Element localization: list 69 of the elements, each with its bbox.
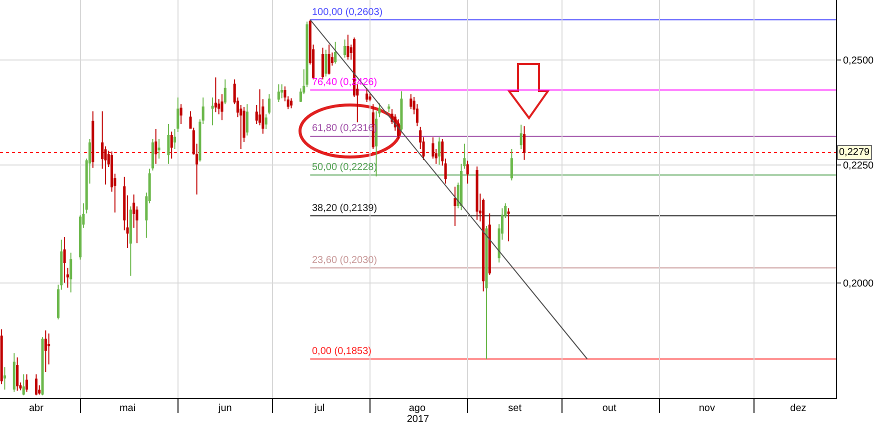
candlestick	[454, 186, 456, 227]
y-tick-label: 0,2000	[843, 278, 874, 290]
candlestick	[324, 49, 328, 78]
x-tick-label: jul	[314, 403, 325, 414]
candlestick	[154, 128, 158, 164]
y-tick-label: 0,2250	[843, 160, 874, 172]
candlestick	[346, 34, 350, 60]
candlestick	[12, 352, 16, 392]
candlestick	[476, 166, 478, 220]
candlestick	[0, 328, 3, 385]
candlestick	[388, 104, 390, 113]
candlestick	[170, 131, 173, 160]
candlestick	[523, 126, 526, 160]
candlestick	[246, 104, 248, 136]
candlestick	[173, 128, 176, 150]
candlestick	[400, 90, 403, 132]
candlestick	[158, 138, 160, 160]
candlestick	[34, 374, 38, 396]
x-tick-label: abr	[28, 403, 44, 414]
candlestick	[507, 208, 510, 242]
candlestick	[268, 94, 270, 115]
candlestick	[264, 114, 268, 130]
x-tick-label: dez	[790, 403, 806, 414]
candlestick	[70, 252, 72, 293]
candlestick	[3, 366, 6, 390]
candlestick	[22, 374, 25, 396]
x-tick-label: out	[602, 403, 616, 414]
candlestick	[510, 148, 513, 181]
candlestick	[277, 84, 280, 103]
candlestick	[321, 47, 324, 80]
ref-line-label: 0,00 (0,1853)	[312, 346, 372, 357]
candlestick	[334, 41, 337, 64]
candlestick	[344, 39, 346, 58]
candlestick	[176, 96, 180, 133]
candlestick	[290, 98, 293, 109]
candlestick	[328, 44, 330, 76]
x-tick-label: jun	[217, 403, 232, 414]
candlestick	[92, 110, 94, 168]
x-tick-label: mai	[119, 403, 136, 414]
candlestick	[151, 138, 154, 172]
candlestick	[44, 330, 47, 373]
candlestick	[485, 226, 488, 360]
candlestick	[368, 92, 372, 102]
candlestick	[466, 160, 469, 184]
y-tick-label: 0,2500	[843, 56, 874, 67]
ref-line-label: 100,00 (0,2603)	[312, 7, 383, 18]
ref-line-label: 0,2279	[839, 147, 870, 158]
candlestick	[180, 104, 182, 124]
candlestick	[224, 78, 226, 105]
x-tick-label: set	[508, 403, 522, 414]
candlestick	[520, 124, 522, 150]
candlestick	[410, 94, 412, 110]
ref-line-label: 23,60 (0,2030)	[312, 255, 378, 266]
candlestick	[366, 88, 368, 103]
candlestick	[214, 76, 217, 113]
x-tick-label: nov	[698, 403, 715, 414]
candlestick	[488, 212, 491, 276]
ref-line-label: 38,20 (0,2139)	[312, 203, 378, 214]
candlestick	[438, 136, 441, 166]
candlestick	[220, 94, 224, 121]
candlestick	[129, 206, 132, 276]
candlestick	[211, 96, 214, 126]
x-axis-title: 2017	[406, 414, 430, 425]
candlestick	[25, 374, 28, 392]
x-tick-label: ago	[408, 403, 426, 414]
candlestick	[280, 84, 284, 99]
candlestick	[167, 123, 170, 164]
candlestick	[41, 336, 44, 396]
candlestick	[16, 356, 19, 392]
